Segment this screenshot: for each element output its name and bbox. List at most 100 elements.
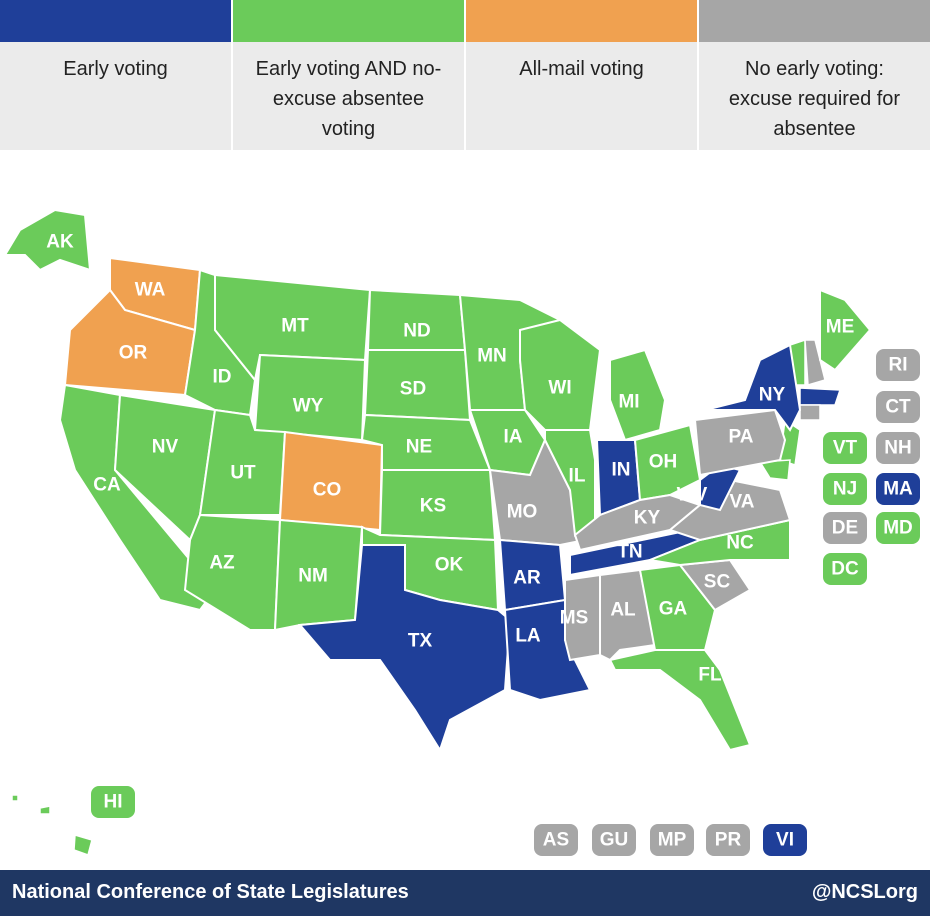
- state-label: FL: [698, 665, 722, 686]
- legend-item: Early voting: [0, 0, 233, 150]
- state-shape-small: [73, 834, 93, 856]
- legend-swatch: [699, 0, 930, 42]
- state-shape: [633, 423, 702, 502]
- state-label: NC: [726, 533, 754, 554]
- state-label: CA: [93, 475, 121, 496]
- state-label: NE: [406, 437, 432, 458]
- state-label: VI: [776, 830, 794, 851]
- legend-swatch: [233, 0, 464, 42]
- state-badge: [876, 391, 920, 423]
- state-label: AR: [513, 568, 541, 589]
- state-badge: [876, 512, 920, 544]
- state-label: NH: [884, 438, 911, 459]
- state-shape: [573, 493, 703, 552]
- state-shape-small: [799, 404, 821, 421]
- state-label: WA: [135, 280, 166, 301]
- legend-item: Early voting AND no-excuse absentee voti…: [233, 0, 466, 150]
- state-badge: [763, 824, 807, 856]
- state-badge: [650, 824, 694, 856]
- state-label: KY: [634, 508, 661, 529]
- state-label: VT: [833, 438, 858, 459]
- state-label: OR: [119, 343, 148, 364]
- state-label: MI: [618, 392, 639, 413]
- legend-swatch: [0, 0, 231, 42]
- footer-handle: @NCSLorg: [811, 881, 918, 903]
- state-label: MO: [507, 502, 538, 523]
- state-label: TX: [408, 631, 433, 652]
- state-shape: [519, 318, 602, 431]
- state-shape: [693, 408, 787, 477]
- state-label: WI: [548, 378, 571, 399]
- state-label: MP: [658, 830, 687, 851]
- state-shape: [704, 343, 802, 432]
- legend-item: All-mail voting: [466, 0, 699, 150]
- state-badge: [823, 512, 867, 544]
- state-label: MS: [560, 608, 589, 629]
- state-label: WV: [677, 485, 708, 506]
- state-label: PR: [715, 830, 742, 851]
- state-shape-small: [799, 387, 842, 406]
- state-label: DC: [831, 559, 859, 580]
- state-shape-small: [11, 794, 19, 802]
- map: AK WA OR CA NV ID MT WY UT CO AZ NM ND SD NE KS OK TX MN IA…: [3, 208, 920, 856]
- state-label: HI: [104, 792, 123, 813]
- legend-label: Early voting: [0, 42, 231, 150]
- state-label: DE: [832, 518, 858, 539]
- state-badge: [534, 824, 578, 856]
- state-label: AZ: [209, 553, 235, 574]
- state-label: WY: [293, 396, 324, 417]
- state-badge: [592, 824, 636, 856]
- state-label: SD: [400, 379, 426, 400]
- state-label: NV: [152, 437, 179, 458]
- state-badge: [876, 349, 920, 381]
- state-label: SC: [704, 572, 731, 593]
- state-shape: [3, 208, 92, 272]
- state-label: OH: [649, 452, 678, 473]
- legend-label: No early voting: excuse required for abs…: [699, 42, 930, 150]
- state-shape: [819, 288, 872, 372]
- state-label: AS: [543, 830, 569, 851]
- legend-label: Early voting AND no-excuse absentee voti…: [233, 42, 464, 150]
- legend-item: No early voting: excuse required for abs…: [699, 0, 930, 150]
- state-label: KS: [420, 496, 446, 517]
- state-label: VA: [730, 492, 755, 513]
- state-label: IA: [504, 427, 523, 448]
- state-badge: [823, 432, 867, 464]
- state-badge: [876, 473, 920, 505]
- state-label: MT: [281, 316, 309, 337]
- state-label: GA: [659, 599, 688, 620]
- legend-label: All-mail voting: [466, 42, 697, 150]
- state-shape: [297, 544, 512, 753]
- state-label: MD: [883, 518, 913, 539]
- state-label: IN: [612, 460, 631, 481]
- state-label: PA: [729, 427, 754, 448]
- state-badge: [91, 786, 135, 818]
- legend-swatch: [466, 0, 697, 42]
- state-label: CT: [885, 397, 911, 418]
- state-badge: [823, 553, 867, 585]
- state-shape: [608, 649, 752, 752]
- state-label: NJ: [833, 479, 857, 500]
- state-label: NM: [298, 566, 328, 587]
- state-label: ND: [403, 321, 430, 342]
- footer: National Conference of State Legislature…: [0, 870, 930, 916]
- state-shape: [564, 573, 601, 662]
- state-label: AK: [46, 232, 74, 253]
- state-label: TN: [617, 542, 642, 563]
- state-label: RI: [889, 355, 908, 376]
- state-shape-small: [39, 805, 51, 815]
- legend: Early voting Early voting AND no-excuse a…: [0, 0, 930, 150]
- state-shape: [609, 348, 667, 442]
- state-label: NY: [759, 385, 786, 406]
- state-label: ID: [213, 367, 232, 388]
- state-badge: [876, 432, 920, 464]
- state-label: LA: [515, 626, 541, 647]
- state-label: AL: [610, 600, 636, 621]
- state-label: IL: [569, 466, 586, 487]
- state-label: CO: [313, 480, 342, 501]
- state-shape-small: [804, 339, 826, 386]
- state-label: MN: [477, 346, 507, 367]
- state-label: MA: [883, 479, 913, 500]
- state-badge: [706, 824, 750, 856]
